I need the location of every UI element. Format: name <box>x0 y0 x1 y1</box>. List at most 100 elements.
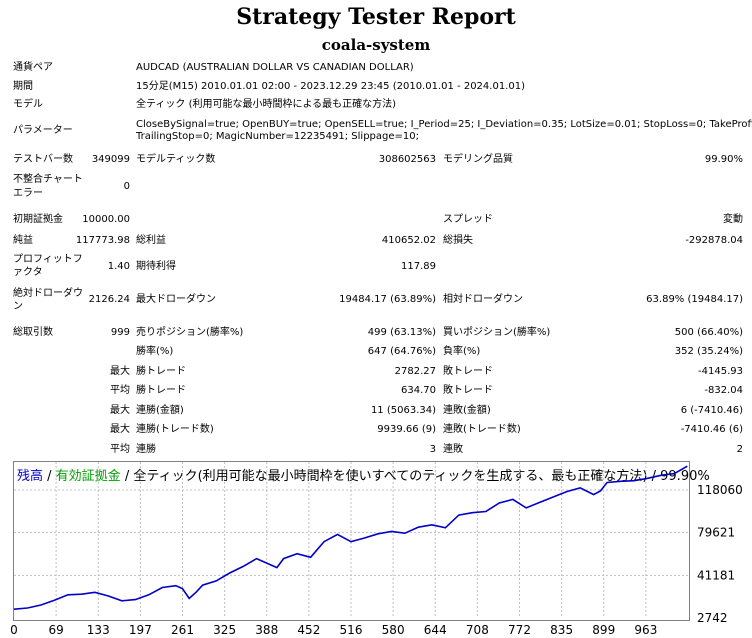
profit-trades-value: 647 (64.76%) <box>367 346 436 357</box>
params-label: パラメーター <box>13 125 73 136</box>
max-consecutive-count-label: 最大 <box>110 424 130 435</box>
max-drawdown-label: 最大ドローダウン <box>136 294 216 305</box>
expected-payoff-label: 期待利得 <box>136 261 176 272</box>
quality-label: モデリング品質 <box>443 154 513 165</box>
report-subtitle: coala-system <box>321 36 431 54</box>
ticks-label: モデルティック数 <box>136 154 216 165</box>
avg-cons-wins-label: 連勝 <box>136 444 156 455</box>
x-tick-label: 899 <box>592 623 615 637</box>
avg-cons-losses-label: 連敗 <box>443 444 463 455</box>
rel-drawdown-value: 63.89% (19484.17) <box>646 294 743 305</box>
loss-trades-value: 352 (35.24%) <box>674 346 743 357</box>
ticks-value: 308602563 <box>378 154 436 165</box>
profit-factor-value: 1.40 <box>107 261 130 272</box>
profit-factor-label-2: ァクタ <box>13 267 43 278</box>
rel-drawdown-label: 相対ドローダウン <box>443 294 523 305</box>
legend-model: 全ティック(利用可能な最小時間枠を使いすべてのティックを生成する、最も正確な方法… <box>133 469 710 484</box>
model-value: 全ティック (利用可能な最小時間枠による最も正確な方法) <box>136 99 397 110</box>
x-tick-label: 516 <box>340 623 363 637</box>
model-label: モデル <box>13 99 43 110</box>
symbol-label: 通貨ペア <box>13 62 53 73</box>
short-positions-label: 売りポジション(勝率%) <box>136 327 244 338</box>
cons-losses-value: 6 (-7410.46) <box>680 405 743 416</box>
mismatch-label-2: エラー <box>13 188 43 199</box>
cons-wins-label: 連勝(金額) <box>136 405 184 416</box>
cons-loss-label: 連敗(トレード数) <box>443 424 521 435</box>
bars-value: 349099 <box>91 154 130 165</box>
chart-legend: 残高 / 有効証拠金 / 全ティック(利用可能な最小時間枠を使いすべてのティック… <box>17 465 710 484</box>
x-tick-label: 69 <box>48 623 63 637</box>
x-tick-label: 708 <box>466 623 489 637</box>
largest-label: 最大 <box>110 366 130 377</box>
x-tick-label: 197 <box>129 623 152 637</box>
gross-profit-value: 410652.02 <box>381 235 436 246</box>
loss-trades-label: 負率(%) <box>443 346 481 357</box>
spread-value: 変動 <box>723 214 743 225</box>
cons-losses-label: 連敗(金額) <box>443 405 491 416</box>
x-tick-label: 325 <box>213 623 236 637</box>
long-positions-label: 買いポジション(勝率%) <box>443 327 551 338</box>
legend-balance: 残高 <box>17 469 44 484</box>
x-tick-label: 835 <box>550 623 573 637</box>
average-consecutive-label: 平均 <box>110 444 130 455</box>
y-tick-label: 41181 <box>697 568 735 582</box>
deposit-label: 初期証拠金 <box>13 214 63 225</box>
y-tick-label: 79621 <box>697 526 735 540</box>
abs-drawdown-value: 2126.24 <box>88 294 130 305</box>
params-line-1: CloseBySignal=true; OpenBUY=true; OpenSE… <box>136 119 752 130</box>
legend-separator-2: / <box>120 469 134 484</box>
x-tick-label: 963 <box>634 623 657 637</box>
average-label: 平均 <box>110 385 130 396</box>
profit-trades-label: 勝率(%) <box>136 346 174 357</box>
x-tick-label: 0 <box>10 623 18 637</box>
spread-label: スプレッド <box>443 214 493 225</box>
abs-drawdown-label-2: ン <box>13 301 23 312</box>
params-line-2: TrailingStop=0; MagicNumber=12235491; Sl… <box>136 131 419 142</box>
max-drawdown-value: 19484.17 (63.89%) <box>339 294 436 305</box>
legend-equity: 有効証拠金 <box>55 469 121 484</box>
cons-wins-value: 11 (5063.34) <box>370 405 436 416</box>
x-tick-label: 261 <box>171 623 194 637</box>
gross-loss-label: 総損失 <box>443 235 473 246</box>
total-trades-label: 総取引数 <box>13 327 53 338</box>
y-tick-label: 2742 <box>697 611 728 625</box>
legend-separator: / <box>43 469 56 484</box>
period-label: 期間 <box>13 81 33 92</box>
long-positions-value: 500 (66.40%) <box>674 327 743 338</box>
mismatch-value: 0 <box>123 181 130 192</box>
cons-loss-value: -7410.46 (6) <box>680 424 743 435</box>
largest-win-label: 勝トレード <box>136 366 186 377</box>
cons-profit-label: 連勝(トレード数) <box>136 424 214 435</box>
abs-drawdown-label-1: 絶対ドローダウ <box>13 288 83 299</box>
x-tick-label: 388 <box>255 623 278 637</box>
x-tick-label: 772 <box>508 623 531 637</box>
avg-cons-losses-value: 2 <box>736 444 743 455</box>
x-tick-label: 452 <box>297 623 320 637</box>
short-positions-value: 499 (63.13%) <box>367 327 436 338</box>
x-tick-label: 644 <box>424 623 447 637</box>
max-consecutive-label: 最大 <box>110 405 130 416</box>
deposit-value: 10000.00 <box>82 214 130 225</box>
mismatch-label-1: 不整合チャート <box>13 174 83 185</box>
net-label: 純益 <box>13 235 33 246</box>
balance-chart <box>13 461 690 621</box>
quality-value: 99.90% <box>704 154 743 165</box>
profit-factor-label-1: プロフィットフ <box>13 254 83 265</box>
symbol-value: AUDCAD (AUSTRALIAN DOLLAR VS CANADIAN DO… <box>136 62 414 73</box>
average-win-value: 634.70 <box>401 385 436 396</box>
gross-loss-value: -292878.04 <box>685 235 743 246</box>
cons-profit-value: 9939.66 (9) <box>377 424 436 435</box>
expected-payoff-value: 117.89 <box>401 261 436 272</box>
x-tick-label: 580 <box>382 623 405 637</box>
largest-loss-value: -4145.93 <box>698 366 743 377</box>
y-tick-label: 118060 <box>697 483 743 497</box>
gross-profit-label: 総利益 <box>136 235 166 246</box>
bars-label: テストバー数 <box>13 154 73 165</box>
report-title: Strategy Tester Report <box>236 4 516 30</box>
largest-win-value: 2782.27 <box>394 366 436 377</box>
net-value: 117773.98 <box>75 235 130 246</box>
average-loss-value: -832.04 <box>704 385 743 396</box>
x-tick-label: 133 <box>87 623 110 637</box>
avg-cons-wins-value: 3 <box>429 444 436 455</box>
largest-loss-label: 敗トレード <box>443 366 493 377</box>
